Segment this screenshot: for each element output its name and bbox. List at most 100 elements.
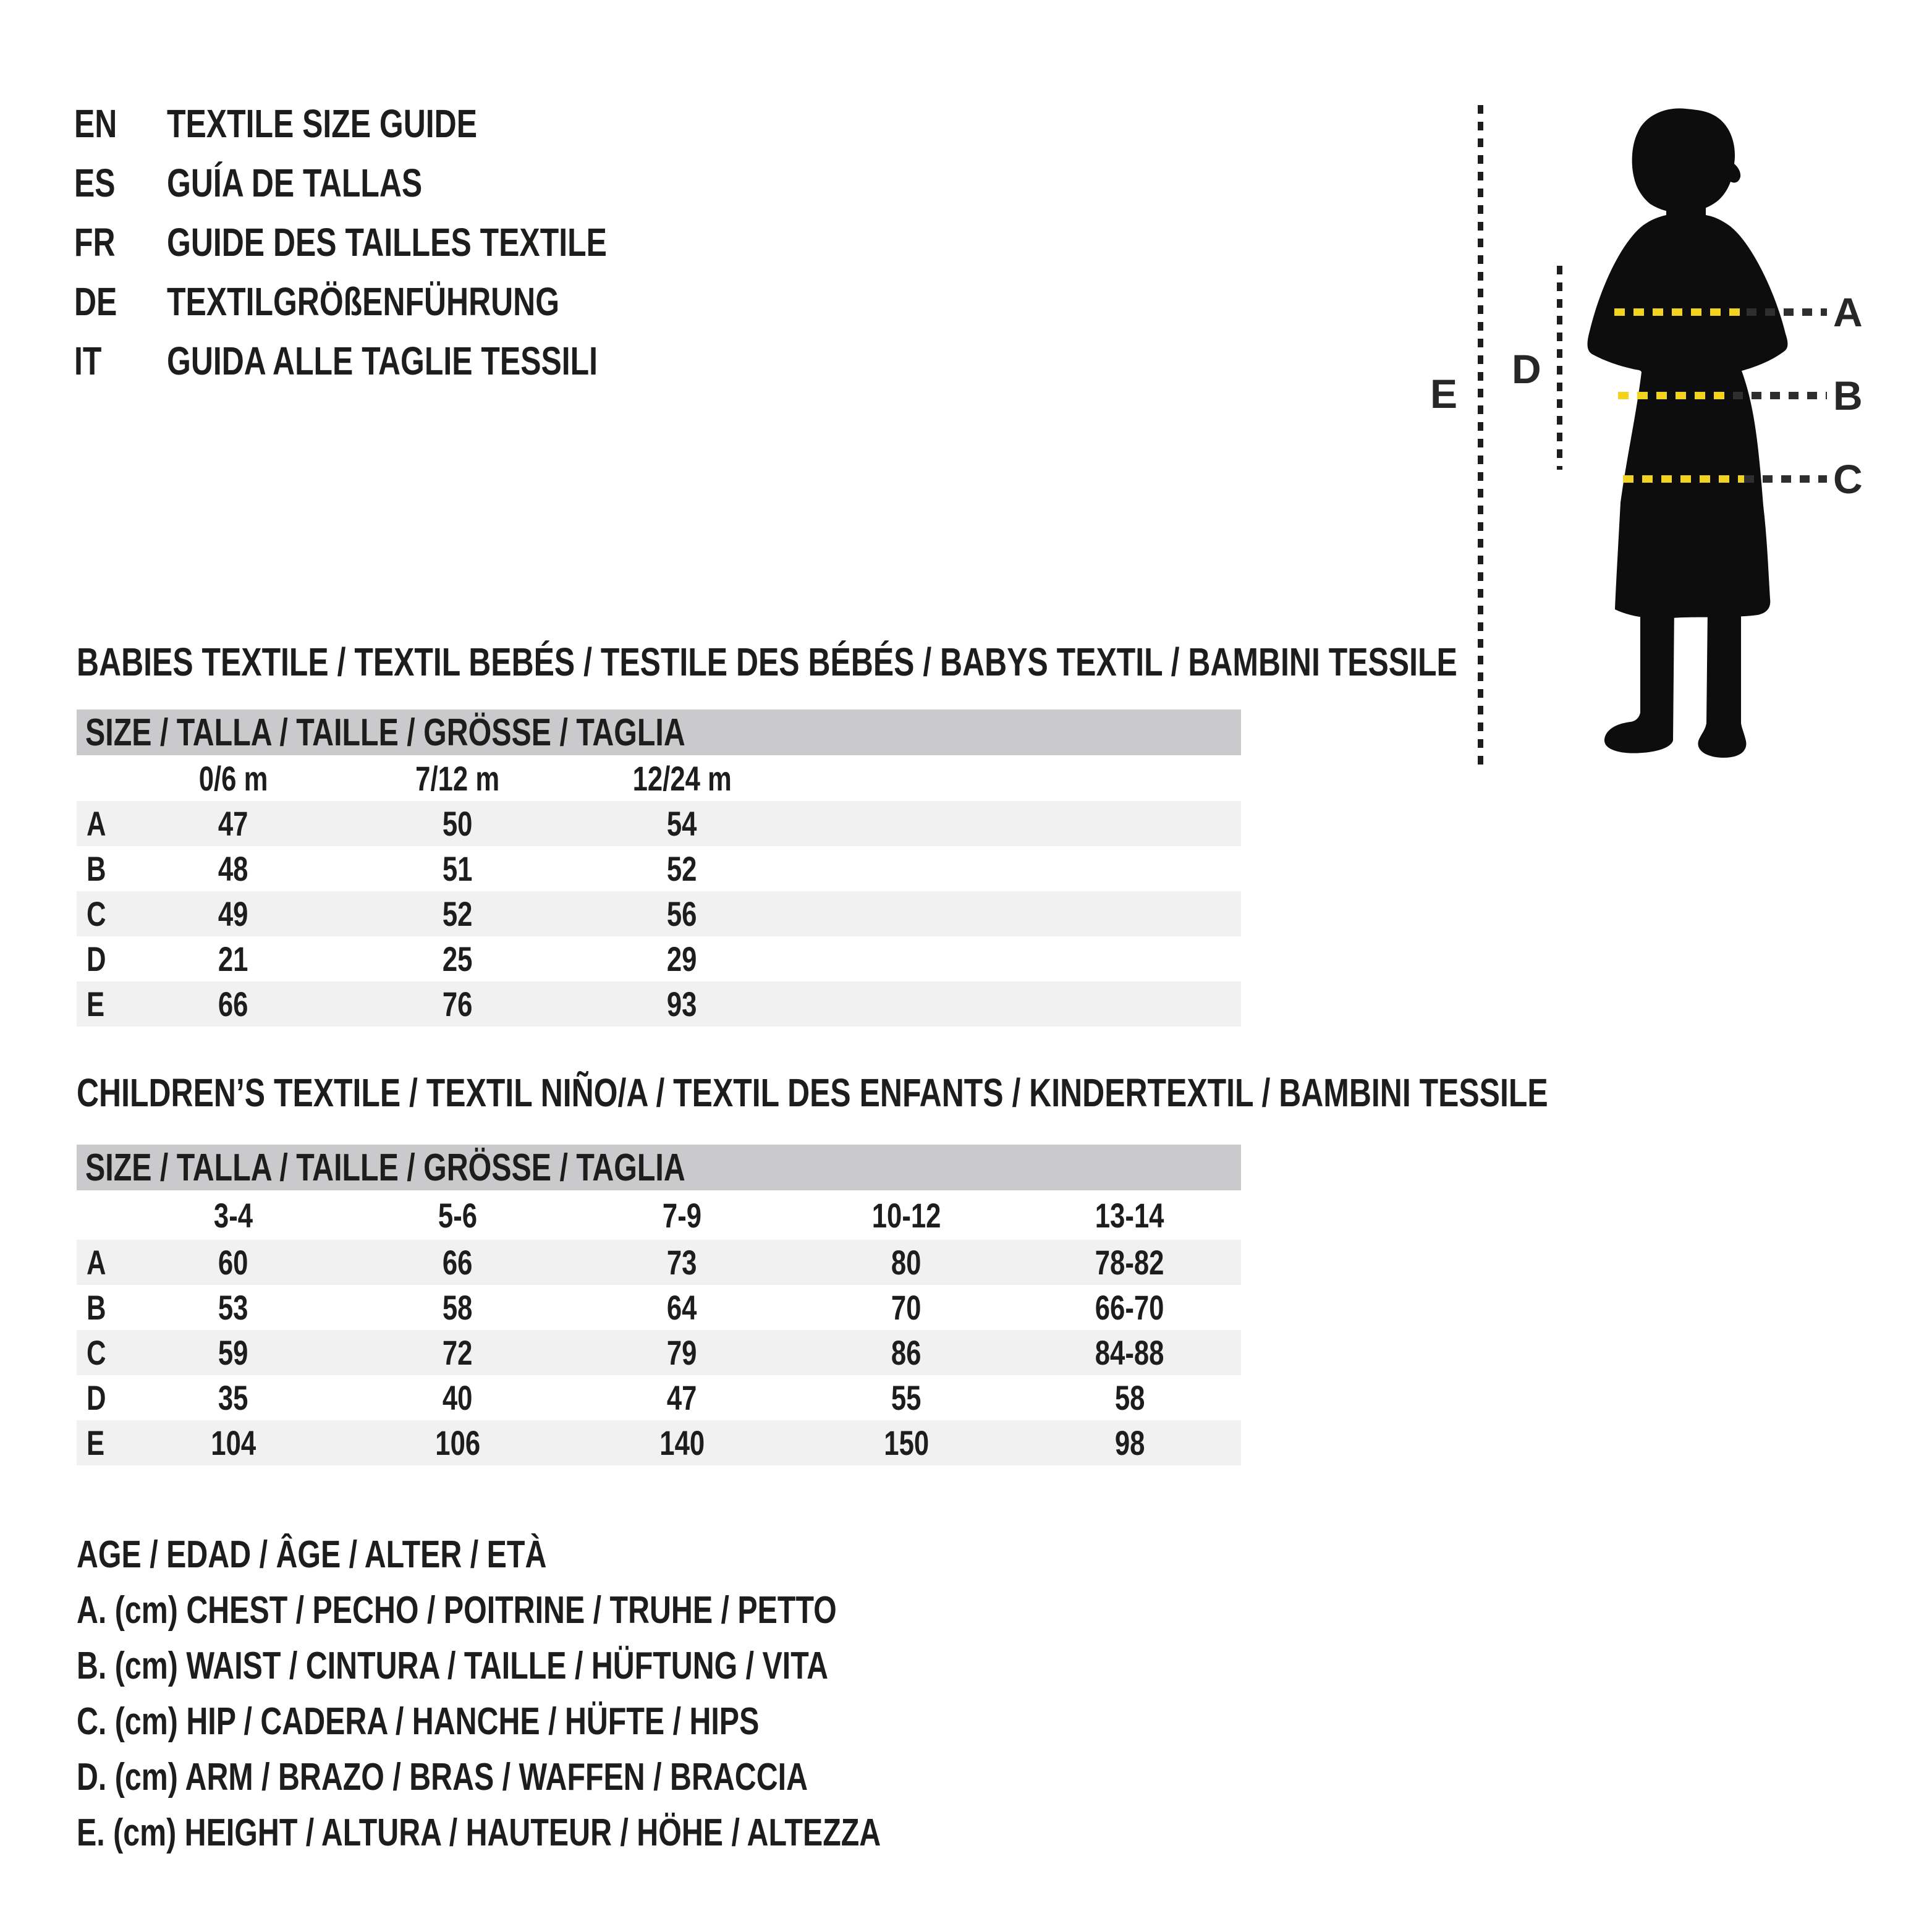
table-cell: 140 — [570, 1420, 794, 1465]
table-cell: 80 — [794, 1240, 1019, 1285]
babies-size-table: SIZE / TALLA / TAILLE / GRÖSSE / TAGLIA … — [77, 710, 1241, 1027]
chest-measure-dash-dark — [1747, 308, 1827, 316]
table-cell: 104 — [121, 1420, 345, 1465]
guide-title-es: GUÍA DE TALLAS — [167, 153, 494, 213]
table-cell: 50 — [345, 801, 570, 846]
row-label: D — [77, 1375, 121, 1420]
children-heading-text: CHILDREN’S TEXTILE / TEXTIL NIÑO/A / TEX… — [77, 1070, 1548, 1115]
cell-value: 47 — [218, 804, 248, 843]
legend-text: AGE / EDAD / ÂGE / ALTER / ETÀ — [77, 1533, 547, 1576]
cell-value: 72 — [443, 1333, 473, 1372]
cell-value: 104 — [211, 1423, 256, 1462]
lang-row-es: ES GUÍA DE TALLAS — [74, 153, 731, 213]
row-label: A — [77, 1240, 121, 1285]
row-label: E — [77, 1420, 121, 1465]
hip-measure-dash-dark — [1744, 475, 1827, 483]
row-label-text: B — [87, 849, 106, 888]
table-cell: 59 — [121, 1330, 345, 1375]
table-cell: 47 — [570, 1375, 794, 1420]
table-cell: 40 — [345, 1375, 570, 1420]
babies-heading-text: BABIES TEXTILE / TEXTIL BEBÉS / TESTILE … — [77, 640, 1457, 684]
guide-title-it: GUIDA ALLE TAGLIE TESSILI — [167, 331, 719, 391]
table-row: D 35 40 47 55 58 — [77, 1375, 1241, 1420]
cell-value: 84-88 — [1095, 1333, 1164, 1372]
lang-row-en: EN TEXTILE SIZE GUIDE — [74, 94, 731, 153]
cell-value: 56 — [667, 894, 697, 933]
guide-title-en: TEXTILE SIZE GUIDE — [167, 94, 565, 153]
table-cell: 47 — [121, 801, 345, 846]
table-row: C 49 52 56 — [77, 891, 1241, 936]
table-cell: 73 — [570, 1240, 794, 1285]
table-row: E 104 106 140 150 98 — [77, 1420, 1241, 1465]
table-cell: 64 — [570, 1285, 794, 1330]
cell-value: 66 — [218, 985, 248, 1023]
figure-label-hip-C: C — [1833, 456, 1863, 502]
cell-value: 70 — [891, 1288, 922, 1327]
babies-size-header-bar: SIZE / TALLA / TAILLE / GRÖSSE / TAGLIA — [77, 710, 1241, 755]
guide-title-text: GUIDA ALLE TAGLIE TESSILI — [167, 339, 598, 383]
row-label: A — [77, 801, 121, 846]
column-header: 5-6 — [345, 1190, 570, 1240]
row-label-text: A — [87, 1243, 106, 1282]
legend-text: E. (cm) HEIGHT / ALTURA / HAUTEUR / HÖHE… — [77, 1811, 881, 1854]
column-header: 12/24 m — [570, 755, 794, 801]
table-cell: 76 — [345, 981, 570, 1027]
children-section-heading: CHILDREN’S TEXTILE / TEXTIL NIÑO/A / TEX… — [77, 1071, 1932, 1114]
row-label-text: A — [87, 804, 106, 843]
table-cell: 52 — [570, 846, 794, 891]
cell-value: 25 — [443, 939, 473, 978]
cell-value: 49 — [218, 894, 248, 933]
lang-code-it: IT — [74, 331, 167, 391]
cell-value: 47 — [667, 1378, 697, 1417]
figure-label-arm-D: D — [1512, 346, 1541, 392]
table-row: C 59 72 79 86 84-88 — [77, 1330, 1241, 1375]
babies-section-heading: BABIES TEXTILE / TEXTIL BEBÉS / TESTILE … — [77, 640, 1847, 684]
legend-text: C. (cm) HIP / CADERA / HANCHE / HÜFTE / … — [77, 1700, 760, 1743]
guide-title-text: TEXTILGRÖßENFÜHRUNG — [167, 279, 560, 324]
column-header: 10-12 — [794, 1190, 1019, 1240]
table-cell: 84-88 — [1019, 1330, 1241, 1375]
table-cell: 78-82 — [1019, 1240, 1241, 1285]
legend-waist-line: B. (cm) WAIST / CINTURA / TAILLE / HÜFTU… — [77, 1638, 1108, 1694]
column-header: 3-4 — [121, 1190, 345, 1240]
row-label-text: E — [87, 985, 105, 1023]
table-cell: 54 — [570, 801, 794, 846]
column-header-text: 13-14 — [1095, 1195, 1164, 1235]
column-header-text: 7/12 m — [415, 758, 500, 798]
cell-value: 55 — [891, 1378, 922, 1417]
cell-value: 52 — [443, 894, 473, 933]
cell-value: 50 — [443, 804, 473, 843]
cell-value: 29 — [667, 939, 697, 978]
figure-label-height-E: E — [1430, 371, 1458, 417]
lang-code-text: FR — [74, 220, 116, 265]
guide-title-fr: GUIDE DES TAILLES TEXTILE — [167, 213, 731, 272]
table-cell: 98 — [1019, 1420, 1241, 1465]
lang-code-text: ES — [74, 161, 116, 205]
table-cell: 79 — [570, 1330, 794, 1375]
cell-value: 150 — [884, 1423, 929, 1462]
table-cell: 56 — [570, 891, 794, 936]
table-cell: 70 — [794, 1285, 1019, 1330]
lang-code-es: ES — [74, 153, 167, 213]
lang-row-de: DE TEXTILGRÖßENFÜHRUNG — [74, 272, 731, 331]
row-label-text: D — [87, 939, 106, 978]
column-header: 0/6 m — [121, 755, 345, 801]
lang-code-en: EN — [74, 94, 167, 153]
column-header: 13-14 — [1019, 1190, 1241, 1240]
cell-value: 86 — [891, 1333, 922, 1372]
table-cell: 58 — [345, 1285, 570, 1330]
table-cell: 25 — [345, 936, 570, 981]
figure-label-waist-B: B — [1833, 373, 1863, 418]
waist-measure-dash-dark — [1733, 392, 1827, 399]
legend-height-line: E. (cm) HEIGHT / ALTURA / HAUTEUR / HÖHE… — [77, 1805, 1108, 1861]
legend-text: B. (cm) WAIST / CINTURA / TAILLE / HÜFTU… — [77, 1645, 829, 1687]
cell-value: 48 — [218, 849, 248, 888]
figure-label-chest-A: A — [1833, 289, 1863, 335]
table-cell: 93 — [570, 981, 794, 1027]
cell-value: 60 — [218, 1243, 248, 1282]
guide-title-text: GUIDE DES TAILLES TEXTILE — [167, 220, 607, 265]
table-cell: 86 — [794, 1330, 1019, 1375]
column-header: 7-9 — [570, 1190, 794, 1240]
children-size-header-bar: SIZE / TALLA / TAILLE / GRÖSSE / TAGLIA — [77, 1145, 1241, 1190]
